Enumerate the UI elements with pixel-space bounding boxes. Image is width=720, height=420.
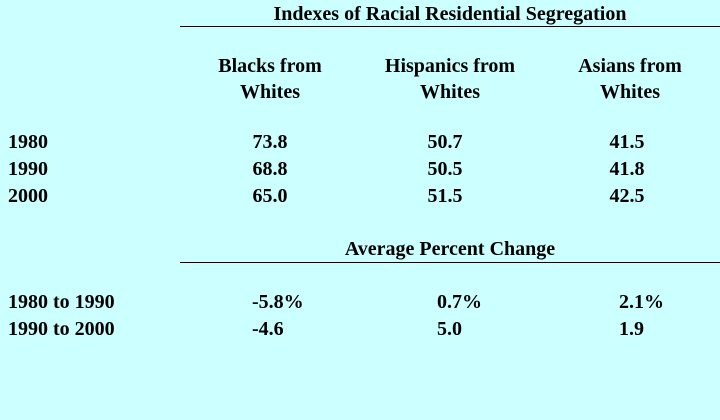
- table-cell: 51.5: [427, 185, 463, 207]
- column-header-line1: Hispanics from: [384, 55, 516, 77]
- table-cell: -5.8%: [252, 291, 304, 313]
- column-header-blacks: Blacks from Whites: [218, 53, 322, 105]
- row-label-1980: 1980: [8, 131, 48, 153]
- row-label-2000: 2000: [8, 185, 48, 207]
- row-label-1990: 1990: [8, 158, 48, 180]
- column-header-line1: Blacks from: [218, 55, 322, 77]
- column-header-asians: Asians from Whites: [578, 53, 682, 105]
- row-label-1980-1990: 1980 to 1990: [8, 291, 115, 313]
- table-cell: 2.1%: [619, 291, 664, 313]
- table-cell: 5.0: [437, 318, 462, 340]
- section2-divider: [180, 262, 720, 263]
- table-cell: 41.8: [609, 158, 645, 180]
- column-header-line2: Whites: [419, 81, 480, 103]
- table-cell: 73.8: [252, 131, 288, 153]
- section1-divider: [180, 26, 720, 27]
- section2-title: Average Percent Change: [344, 238, 556, 260]
- column-header-line2: Whites: [600, 81, 660, 103]
- table-cell: 50.5: [427, 158, 463, 180]
- column-header-line1: Asians from: [578, 55, 682, 77]
- table-cell: 42.5: [609, 185, 645, 207]
- section1-title: Indexes of Racial Residential Segregatio…: [273, 3, 627, 25]
- column-header-line2: Whites: [239, 81, 300, 103]
- table-cell: -4.6: [252, 318, 284, 340]
- table-cell: 68.8: [252, 158, 288, 180]
- row-label-1990-2000: 1990 to 2000: [8, 318, 115, 340]
- column-header-hispanics: Hispanics from Whites: [385, 53, 515, 105]
- table-cell: 65.0: [252, 185, 288, 207]
- table-cell: 41.5: [609, 131, 645, 153]
- table-cell: 0.7%: [437, 291, 482, 313]
- table-cell: 1.9: [619, 318, 644, 340]
- table-cell: 50.7: [427, 131, 463, 153]
